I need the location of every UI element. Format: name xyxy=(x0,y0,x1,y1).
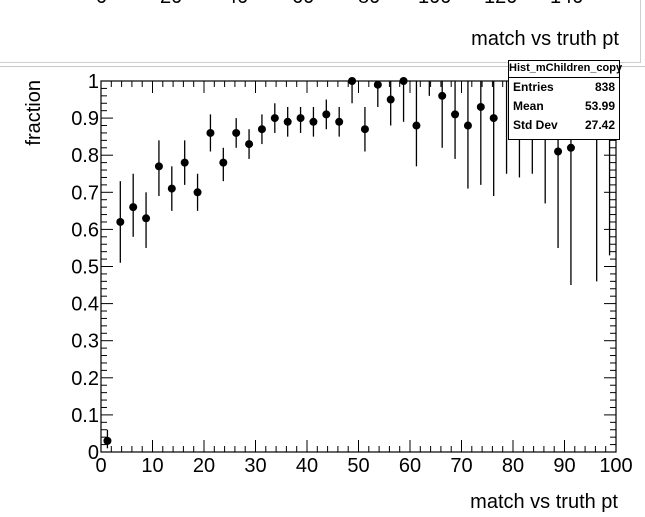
y-tick-label: 0.3 xyxy=(71,331,99,353)
upper-tick-label: 80 xyxy=(358,0,380,9)
stats-value: 53.99 xyxy=(584,99,615,113)
data-point xyxy=(180,158,189,167)
y-tick-label: 0.6 xyxy=(71,219,99,241)
x-tick-label: 40 xyxy=(296,455,318,477)
data-point xyxy=(489,114,498,123)
data-point xyxy=(335,117,344,126)
data-point xyxy=(232,128,241,137)
x-tick-label: 90 xyxy=(553,455,575,477)
data-point xyxy=(116,217,125,226)
y-tick-label: 0.2 xyxy=(71,368,99,390)
y-tick-label: 0.9 xyxy=(71,108,99,130)
x-tick-label: 70 xyxy=(450,455,472,477)
upper-panel-fragment: 0 20 40 60 80 100 120 140 match vs truth… xyxy=(0,0,645,67)
upper-tick-label: 40 xyxy=(226,0,248,9)
data-point xyxy=(296,114,305,123)
x-tick-label: 20 xyxy=(193,455,215,477)
stats-row-mean: Mean 53.99 xyxy=(509,97,619,116)
axis-ticks-layer: 0 10 20 30 40 50 60 70 80 90 100 0 0.1 0.2 0.3 0.4 0.5 0.… xyxy=(71,71,633,477)
y-tick-label: 0.7 xyxy=(71,182,99,204)
x-axis-title: match vs truth pt xyxy=(470,491,618,513)
y-tick-label: 0.1 xyxy=(71,405,99,427)
data-point xyxy=(476,102,485,111)
data-point xyxy=(245,140,254,149)
x-tick-label: 60 xyxy=(399,455,421,477)
stats-label: Mean xyxy=(513,99,544,113)
stats-row-std-dev: Std Dev 27.42 xyxy=(509,116,619,135)
x-tick-label: 30 xyxy=(244,455,266,477)
data-point xyxy=(360,125,369,134)
data-point xyxy=(566,143,575,152)
stats-value: 838 xyxy=(594,80,615,94)
data-point xyxy=(257,125,266,134)
upper-tick-label: 0 xyxy=(96,0,107,9)
data-point xyxy=(309,117,318,126)
data-point xyxy=(167,184,176,193)
x-tick-label: 0 xyxy=(95,455,106,477)
data-point xyxy=(451,110,460,119)
stats-label: Std Dev xyxy=(513,118,558,132)
y-tick-label: 0.8 xyxy=(71,145,99,167)
upper-tick-label: 20 xyxy=(160,0,182,9)
upper-tick-label: 140 xyxy=(550,0,583,9)
x-tick-label: 10 xyxy=(141,455,163,477)
y-tick-label: 0.4 xyxy=(71,294,99,316)
data-point xyxy=(348,77,357,85)
data-point xyxy=(154,162,163,171)
stats-title: Hist_mChildren_copy xyxy=(509,61,622,78)
data-point xyxy=(386,95,395,104)
y-tick-label: 0 xyxy=(88,442,99,464)
y-axis-title: fraction xyxy=(23,80,45,146)
x-tick-label: 100 xyxy=(599,455,632,477)
upper-tick-label: 60 xyxy=(292,0,314,9)
statistics-box: Hist_mChildren_copy Entries 838 Mean 53.… xyxy=(508,60,622,140)
stats-label: Entries xyxy=(513,80,554,94)
data-point xyxy=(103,436,112,445)
stats-row-entries: Entries 838 xyxy=(509,78,619,97)
data-point xyxy=(206,128,215,137)
upper-panel-frame xyxy=(0,0,641,63)
upper-tick-label: 120 xyxy=(484,0,517,9)
y-tick-label: 0.5 xyxy=(71,257,99,279)
data-point xyxy=(554,147,563,156)
y-tick-label: 1 xyxy=(88,71,99,93)
data-point xyxy=(270,114,279,123)
upper-tick-label: 100 xyxy=(418,0,451,9)
data-point xyxy=(129,203,138,212)
x-tick-label: 80 xyxy=(502,455,524,477)
data-point xyxy=(193,188,202,197)
upper-x-axis-title: match vs truth pt xyxy=(471,28,619,50)
data-point xyxy=(322,110,331,119)
x-tick-label: 50 xyxy=(347,455,369,477)
data-point xyxy=(283,117,292,126)
data-point xyxy=(399,77,408,85)
data-point xyxy=(412,121,421,130)
stats-value: 27.42 xyxy=(584,118,615,132)
data-point xyxy=(373,80,382,89)
data-point xyxy=(438,91,447,100)
data-point xyxy=(142,214,151,223)
data-point xyxy=(219,158,228,167)
data-point xyxy=(463,121,472,130)
